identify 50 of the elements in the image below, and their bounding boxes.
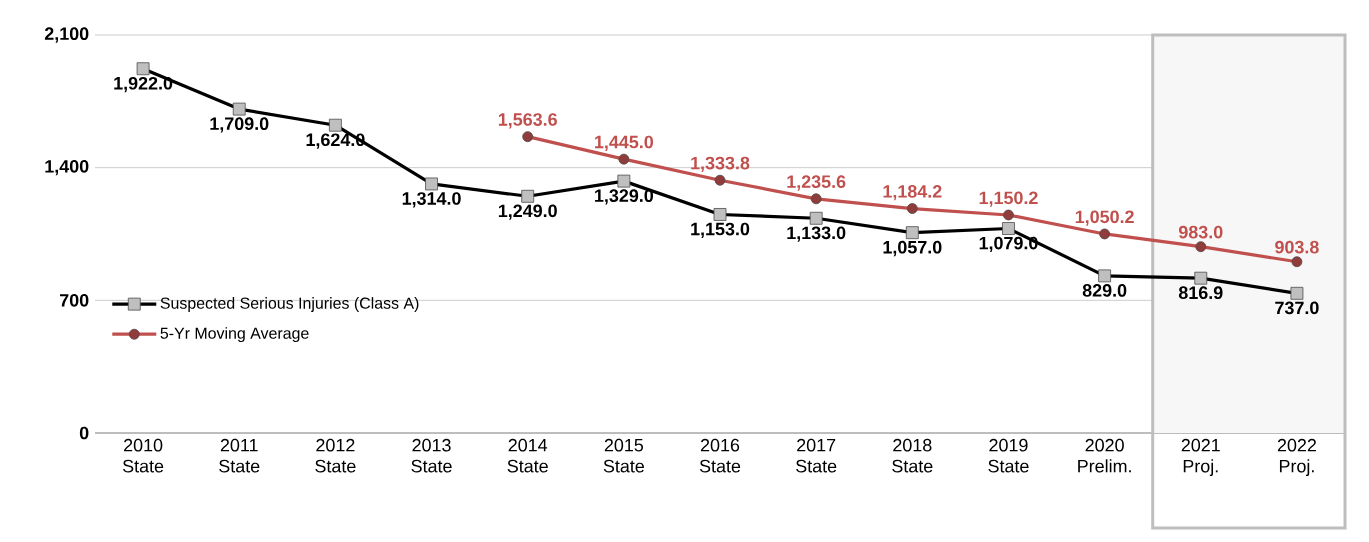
x-tick-label: 2020 Prelim. (1078, 438, 1131, 473)
x-tick-label: 2014 State (507, 438, 548, 473)
data-label: 1,624.0 (306, 133, 365, 149)
y-tick-label: 2,100 (44, 27, 89, 43)
data-label: 1,050.2 (1075, 210, 1134, 226)
x-tick-label: 2013 State (411, 438, 452, 473)
data-label: 983.0 (1178, 225, 1223, 239)
x-tick-label: 2019 State (988, 438, 1029, 473)
x-tick-label: 2017 State (796, 438, 837, 473)
x-tick-label: 2012 State (315, 438, 356, 473)
data-label: 829.0 (1082, 284, 1127, 297)
x-tick-label: 2010 State (122, 438, 164, 473)
data-label: 1,057.0 (883, 240, 942, 257)
data-label: 1,709.0 (210, 117, 269, 133)
data-label: 1,184.2 (883, 185, 942, 201)
data-label: 1,133.0 (787, 226, 846, 242)
point (714, 174, 726, 186)
data-label: 1,079.0 (979, 236, 1038, 252)
data-label: 737.0 (1275, 301, 1319, 315)
data-label: 1,314.0 (402, 192, 461, 208)
point (906, 203, 918, 214)
y-tick-label: 700 (60, 293, 89, 307)
point (1195, 241, 1207, 253)
point (1099, 228, 1111, 240)
y-tick-label: 1,400 (45, 160, 89, 176)
x-tick-label: 2022 Proj. (1277, 438, 1316, 477)
y-tick-label: 0 (79, 426, 89, 440)
x-tick-label: 2021 Proj. (1181, 438, 1220, 477)
data-label: 1,153.0 (691, 222, 750, 238)
data-label: 1,150.2 (979, 191, 1038, 207)
data-label: 1,249.0 (498, 204, 557, 220)
data-label: 1,563.6 (498, 113, 557, 129)
data-label: 1,445.0 (595, 135, 654, 151)
legend-label: 5-Yr Moving Average (160, 327, 309, 343)
data-label: 903.8 (1275, 240, 1319, 254)
data-label: 816.9 (1178, 286, 1223, 300)
data-label: 1,333.8 (691, 156, 750, 173)
data-label: 1,235.6 (787, 175, 846, 191)
data-label: 1,329.0 (595, 189, 654, 205)
point (522, 131, 534, 143)
point (618, 153, 630, 165)
x-tick-label: 2011 State (219, 438, 260, 473)
data-label: 1,922.0 (114, 76, 173, 93)
point (1003, 209, 1014, 221)
x-tick-label: 2015 State (603, 438, 644, 473)
x-tick-label: 2016 State (699, 438, 741, 473)
point (810, 193, 822, 205)
point (1291, 256, 1303, 268)
legend-label: Suspected Serious Injuries (Class A) (160, 297, 419, 312)
x-tick-label: 2018 State (892, 438, 933, 473)
